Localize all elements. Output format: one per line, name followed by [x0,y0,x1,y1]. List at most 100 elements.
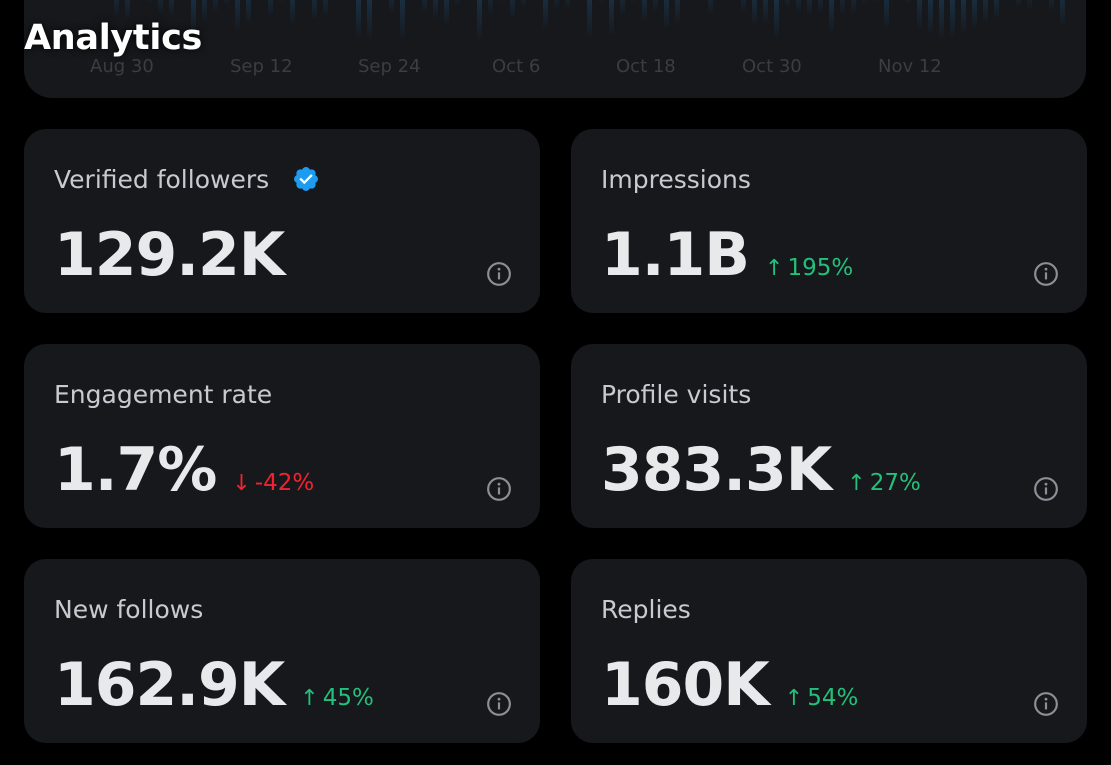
verified-badge-icon [294,167,318,191]
chart-bar [279,0,284,2]
info-icon[interactable] [1033,261,1059,287]
chart-bar [939,0,944,39]
timeline-x-axis: Aug 30 Sep 12 Sep 24 Oct 6 Oct 18 Oct 30… [24,56,1086,80]
chart-bar [862,0,867,4]
metric-change: ↑ 195% [765,255,853,281]
metric-card-replies[interactable]: Replies 160K ↑ 54% [571,559,1087,743]
arrow-up-icon: ↑ [847,471,866,496]
chart-bar [818,0,823,12]
chart-bar [983,0,988,23]
metric-label: Engagement rate [54,380,273,409]
chart-bar [312,0,317,19]
chart-bar [1027,0,1032,8]
chart-bar [389,0,394,13]
metric-label: Replies [601,595,691,624]
chart-bar [521,0,526,7]
x-tick-label: Oct 6 [492,56,541,77]
x-tick-label: Aug 30 [90,56,154,77]
chart-bar [609,0,614,35]
chart-bar [917,0,922,29]
info-icon[interactable] [1033,691,1059,717]
chart-bar [323,0,328,15]
chart-bar [114,0,119,15]
chart-bar [246,0,251,23]
metric-change: ↑ 45% [300,685,374,711]
chart-bar [499,0,504,2]
chart-bar [796,0,801,12]
chart-bar [587,0,592,37]
metric-value: 383.3K [601,435,832,505]
metric-change-value: 27% [869,470,921,496]
x-tick-label: Sep 12 [230,56,293,77]
chart-bar [158,0,163,13]
arrow-up-icon: ↑ [784,686,804,711]
chart-bar [1049,0,1054,10]
metric-value-row: 383.3K ↑ 27% [601,440,921,500]
x-tick-label: Oct 18 [616,56,676,77]
chart-bar [653,0,658,11]
metric-value: 1.7% [54,435,217,505]
chart-bar [664,0,669,28]
metric-change: ↑ 27% [847,470,921,496]
info-icon[interactable] [486,261,512,287]
chart-bar [708,0,713,13]
page-title: Analytics [24,18,203,58]
arrow-up-icon: ↑ [765,256,784,281]
chart-bar [631,0,636,2]
timeline-chart-bars [114,0,1065,40]
chart-bar [873,0,878,2]
chart-bar [235,0,240,30]
chart-bar [752,0,757,25]
chart-bar [224,0,229,5]
chart-bar [675,0,680,23]
x-tick-label: Oct 30 [742,56,802,77]
metric-card-impressions[interactable]: Impressions 1.1B ↑ 195% [571,129,1087,313]
metric-change-value: 45% [322,685,374,711]
chart-bar [763,0,768,23]
metric-card-verified-followers[interactable]: Verified followers 129.2K [24,129,540,313]
chart-bar [510,0,515,18]
chart-bar [1060,0,1065,25]
metric-label: New follows [54,595,204,624]
metric-value: 129.2K [54,220,285,290]
chart-bar [400,0,405,38]
metric-change-value: 195% [787,255,854,281]
metric-value: 1.1B [601,220,750,290]
chart-bar [268,0,273,15]
metric-label: Profile visits [601,380,752,409]
metric-label: Impressions [601,165,751,194]
metric-card-new-follows[interactable]: New follows 162.9K ↑ 45% [24,559,540,743]
info-icon[interactable] [486,691,512,717]
chart-bar [785,0,790,7]
chart-bar [543,0,548,29]
chart-bar [807,0,812,15]
chart-bar [950,0,955,37]
metric-card-profile-visits[interactable]: Profile visits 383.3K ↑ 27% [571,344,1087,528]
metric-value-row: 162.9K ↑ 45% [54,655,374,715]
metric-change: ↑ 54% [785,685,859,711]
chart-bar [488,0,493,13]
chart-bar [356,0,361,37]
chart-bar [565,0,570,8]
chart-bar [697,0,702,2]
metric-change-value: -42% [254,470,315,496]
chart-bar [455,0,460,5]
chart-bar [290,0,295,24]
info-icon[interactable] [486,476,512,502]
chart-bar [906,0,911,4]
metric-value-row: 1.7% ↓ -42% [54,440,314,500]
chart-bar [620,0,625,14]
chart-bar [202,0,207,20]
metric-value-row: 129.2K [54,220,285,290]
chart-bar [169,0,174,16]
arrow-down-icon: ↓ [232,471,251,496]
chart-bar [829,0,834,32]
chart-bar [213,0,218,11]
chart-bar [972,0,977,28]
metric-card-engagement-rate[interactable]: Engagement rate 1.7% ↓ -42% [24,344,540,528]
chart-bar [884,0,889,28]
chart-bar [125,0,130,19]
chart-bar [191,0,196,34]
info-icon[interactable] [1033,476,1059,502]
arrow-up-icon: ↑ [300,686,319,711]
